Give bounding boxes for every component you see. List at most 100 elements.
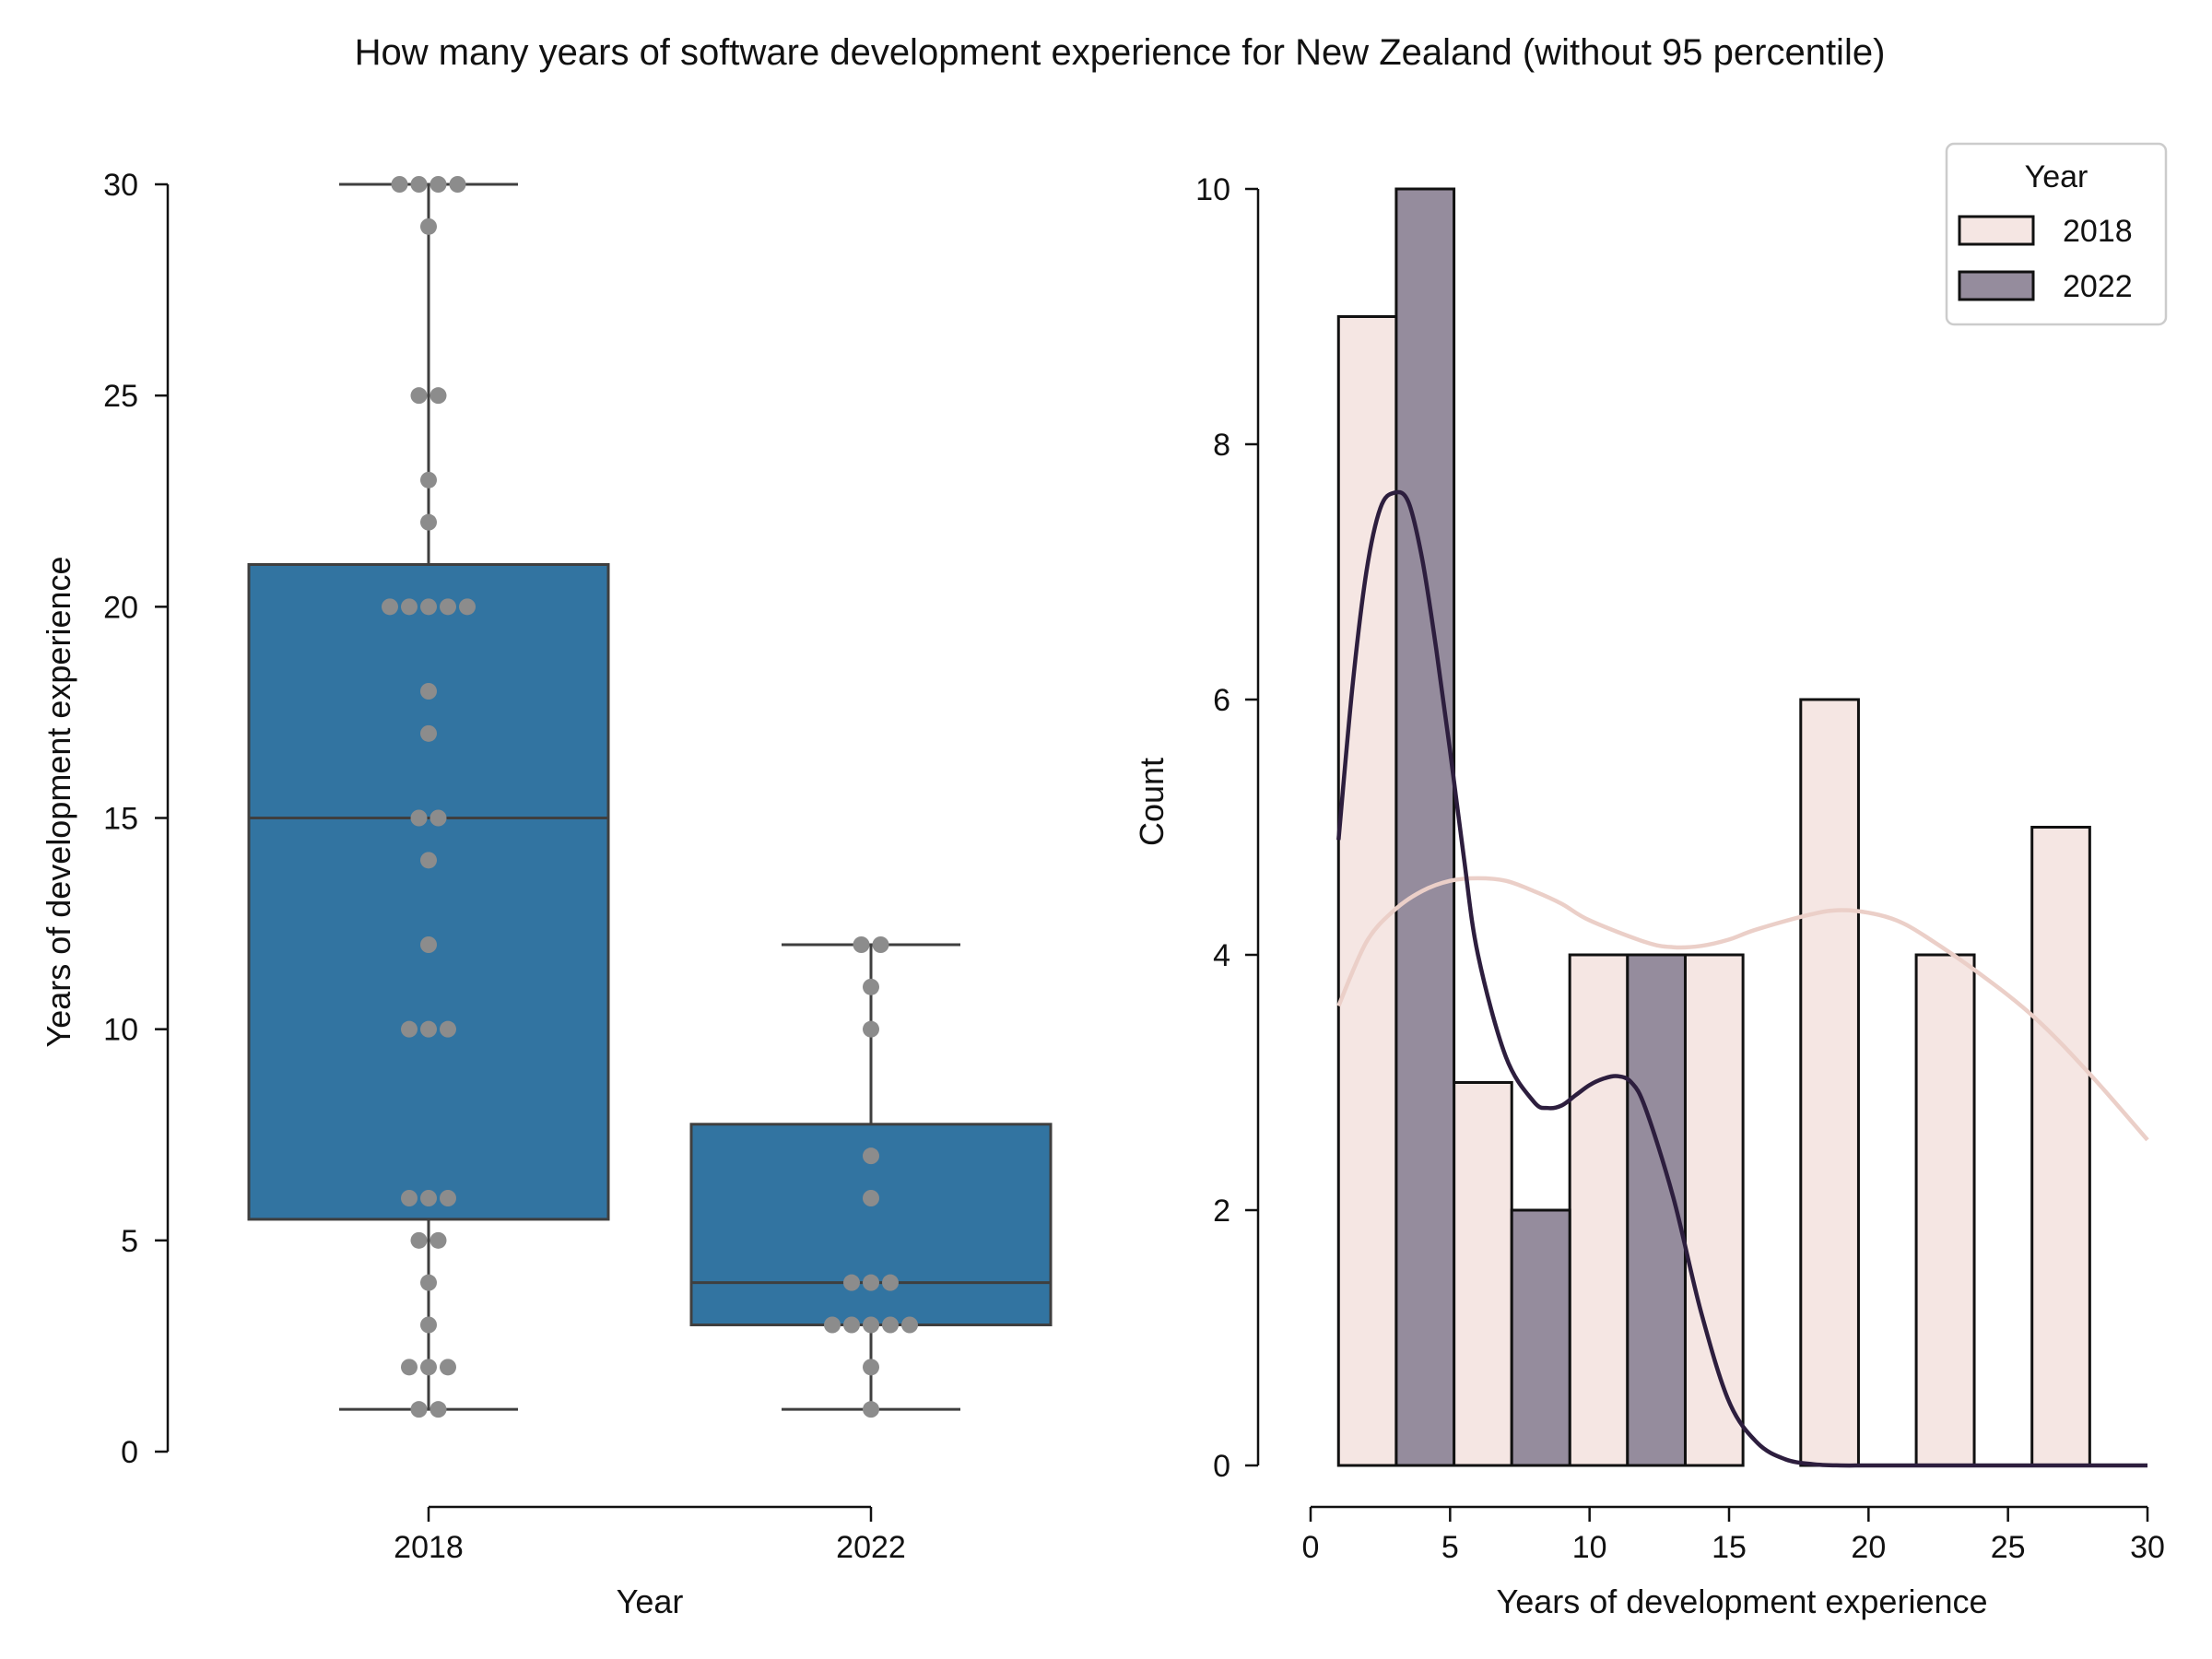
swarm-point [459,598,476,616]
histogram-y-tick-label: 10 [1195,172,1230,207]
box-y-axis-label: Years of development experience [40,556,77,1047]
swarm-point [863,978,879,995]
swarm-point [420,598,437,616]
swarm-point [420,683,437,700]
histogram-bar-2018 [1799,698,1860,1467]
box-y-tick-label: 5 [121,1224,138,1259]
legend-title: Year [2025,159,2088,194]
histogram-y-tick-label: 6 [1213,683,1230,718]
box-x-axis-label: Year [617,1583,684,1620]
box-2018 [247,182,610,1411]
box-y-tick-label: 20 [103,590,138,625]
swarm-point [440,1190,456,1206]
swarm-point [824,1316,841,1334]
swarm-point [863,1359,879,1376]
histogram-bar-2018 [1336,315,1398,1467]
swarm-point [429,1401,447,1418]
swarm-point [863,1020,879,1038]
swarm-point [843,1316,860,1334]
histogram-y-tick-label: 2 [1213,1194,1230,1229]
swarm-point [401,1190,418,1206]
swarm-point [863,1316,879,1334]
figure-title: How many years of software development e… [355,32,1886,73]
box-iqr-rect [247,563,610,1221]
box-y-tick-label: 30 [103,168,138,203]
swarm-point [863,1274,879,1291]
legend-swatch-2022 [1958,270,2035,301]
histogram-x-tick-label: 30 [2130,1530,2165,1565]
box-2022 [689,943,1053,1411]
box-y-tick-label: 0 [121,1435,138,1470]
histogram-y-tick-label: 8 [1213,428,1230,463]
box-y-tick-label: 10 [103,1013,138,1048]
histogram-x-tick-label: 5 [1441,1530,1459,1565]
histogram-bar-2022 [1394,187,1456,1467]
histogram-bar-2018 [1683,953,1745,1467]
swarm-point [440,1359,456,1376]
histogram-bar-2018 [2030,826,2091,1467]
box-y-tick-label: 15 [103,802,138,837]
histogram-bar-2018 [1453,1081,1513,1467]
histogram-kde-curves [1336,489,2149,1468]
swarm-point [420,218,437,235]
swarm-point [901,1316,918,1334]
swarm-point [429,176,447,193]
histogram-x-tick-label: 15 [1712,1530,1747,1565]
histogram-y-axis: 0 2 4 6 8 10 [1195,172,1260,1484]
histogram-y-tick-label: 4 [1213,938,1230,973]
histogram-x-tick-label: 25 [1991,1530,2026,1565]
swarm-point [863,1401,879,1418]
swarm-point [872,936,889,953]
swarm-point [863,1147,879,1165]
box-points [382,176,918,1418]
histogram-bar-2018 [1568,953,1630,1467]
swarm-point [420,1359,437,1376]
kde-curve-2018 [1336,876,2149,1142]
swarm-point [853,936,870,953]
swarm-point [410,1231,428,1249]
box-y-tick-label: 25 [103,379,138,414]
histogram-bar-2018 [1914,953,1976,1467]
histogram-y-tick-label: 0 [1213,1449,1230,1484]
swarm-point [410,1401,428,1418]
legend-entries: 2018 2022 [1958,214,2133,304]
swarm-point [410,176,428,193]
histogram-bar-2022 [1510,1208,1571,1467]
swarm-point [420,936,437,953]
swarm-point [420,852,437,869]
box-y-axis: 0 5 10 15 20 25 30 [103,168,170,1470]
swarm-point [401,1359,418,1376]
histogram-x-tick-label: 20 [1851,1530,1886,1565]
swarm-point [429,387,447,405]
histogram-x-axis-label: Years of development experience [1496,1583,1987,1620]
swarm-point [401,1020,418,1038]
histogram-x-axis: 0 5 10 15 20 25 30 [1302,1505,2165,1565]
swarm-point [410,809,428,827]
histogram-y-axis-label: Count [1133,758,1171,846]
swarm-point [420,1190,437,1206]
legend-label-2022: 2022 [2063,269,2133,304]
swarm-point [382,598,398,616]
swarm-point [410,387,428,405]
histogram-bars [1336,187,2091,1467]
swarm-point [429,1231,447,1249]
kde-curve-2022 [1336,489,2147,1468]
box-x-tick-label: 2022 [836,1530,906,1565]
swarm-point [420,724,437,742]
histogram-x-tick-label: 0 [1302,1530,1320,1565]
swarm-point [440,598,456,616]
swarm-point [440,1020,456,1038]
swarm-point [882,1316,899,1334]
box-x-axis: 2018 2022 [394,1505,906,1565]
legend-swatch-2018 [1958,215,2035,246]
histogram-x-tick-label: 10 [1572,1530,1607,1565]
histogram-legend: Year 2018 2022 [1945,142,2168,326]
swarm-point [420,513,437,531]
swarm-point [882,1274,899,1291]
box-plot-panel: 0 5 10 15 20 25 30 2018 2022 Year Years of deve… [40,168,1053,1620]
swarm-point [863,1190,879,1206]
histogram-panel: 0 2 4 6 8 10 0 5 10 15 20 25 30 Years of developmen… [1133,142,2168,1620]
legend-label-2018: 2018 [2063,214,2133,249]
swarm-point [429,809,447,827]
